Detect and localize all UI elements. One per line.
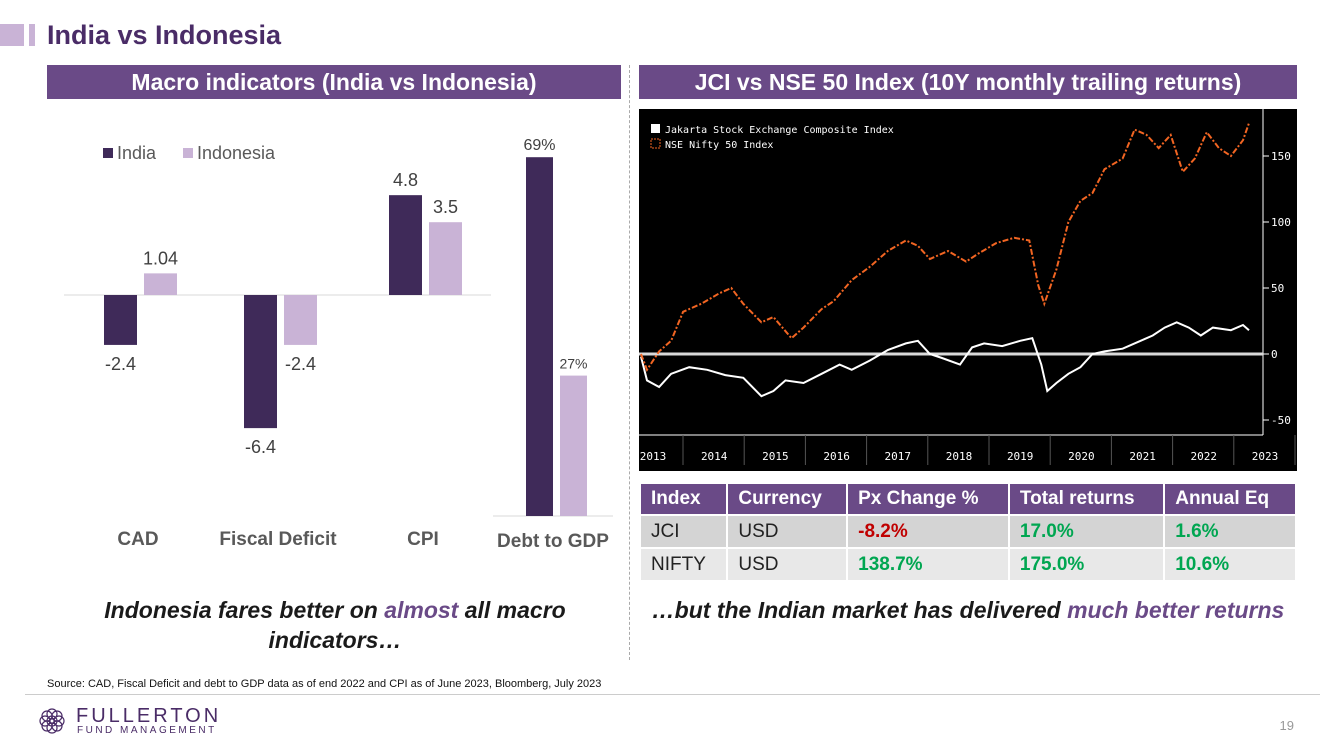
table-cell: -8.2% — [846, 514, 1010, 549]
legend-label: Indonesia — [197, 143, 276, 163]
x-tick-label: 2018 — [946, 450, 973, 463]
caption-text: all macro indicators… — [268, 597, 566, 653]
category-label: CPI — [407, 529, 439, 550]
table-header-cell: Annual Eq — [1163, 482, 1297, 516]
table-cell: USD — [726, 514, 849, 549]
bar-indonesia — [560, 375, 587, 516]
legend-swatch — [183, 148, 193, 158]
title-accent-bar — [0, 24, 24, 46]
table-header-cell: Index — [638, 482, 729, 516]
legend-swatch — [103, 148, 113, 158]
category-label: Fiscal Deficit — [219, 529, 337, 550]
index-panel-header: JCI vs NSE 50 Index (10Y monthly trailin… — [639, 65, 1297, 99]
data-label: -2.4 — [285, 354, 316, 374]
y-tick-label: 150 — [1271, 150, 1291, 163]
data-label: 27% — [559, 356, 587, 372]
table-header-cell: Total returns — [1007, 482, 1166, 516]
index-line-chart: 150 100 50 0 -50 2013 2014 2015 2016 2017 2018 2019… — [639, 109, 1297, 471]
x-tick-label: 2016 — [823, 450, 850, 463]
bar-india — [104, 295, 137, 345]
page-title: India vs Indonesia — [47, 20, 282, 50]
legend-label: India — [117, 143, 157, 163]
source-note: Source: CAD, Fiscal Deficit and debt to … — [47, 678, 602, 690]
x-tick-label: 2023 — [1252, 450, 1279, 463]
fullerton-logo-icon — [39, 708, 65, 734]
y-tick-label: -50 — [1271, 414, 1291, 427]
table-cell: USD — [726, 547, 849, 582]
bar-india — [244, 295, 277, 429]
legend-label: Jakarta Stock Exchange Composite Index — [665, 125, 894, 136]
chart-background — [639, 109, 1297, 471]
y-tick-label: 50 — [1271, 282, 1284, 295]
table-cell: 10.6% — [1163, 547, 1297, 582]
table-header-row: Index Currency Px Change % Total returns… — [638, 482, 1297, 516]
macro-caption: Indonesia fares better on almost all mac… — [55, 595, 615, 655]
y-tick-label: 0 — [1271, 348, 1278, 361]
y-tick-label: 100 — [1271, 216, 1291, 229]
caption-text: Indonesia fares better on — [104, 597, 385, 623]
jci-series-line — [640, 321, 1250, 398]
bar-indonesia — [429, 222, 462, 295]
x-tick-label: 2014 — [701, 450, 728, 463]
returns-caption: …but the Indian market has delivered muc… — [640, 595, 1296, 625]
macro-panel-header: Macro indicators (India vs Indonesia) — [47, 65, 621, 99]
bar-india — [389, 195, 422, 295]
footer-divider — [25, 694, 1320, 695]
legend-label: NSE Nifty 50 Index — [665, 140, 773, 151]
table-cell: NIFTY — [638, 547, 729, 582]
data-label: 69% — [523, 137, 555, 154]
nifty-series-line — [640, 122, 1250, 372]
data-label: 3.5 — [433, 197, 458, 217]
table-cell: 175.0% — [1007, 547, 1166, 582]
returns-table: Index Currency Px Change % Total returns… — [638, 482, 1297, 582]
table-header-cell: Currency — [726, 482, 849, 516]
data-label: -2.4 — [105, 354, 136, 374]
x-tick-label: 2015 — [762, 450, 789, 463]
x-tick-label: 2019 — [1007, 450, 1033, 463]
title-accent-bar-thin — [29, 24, 35, 46]
x-tick-label: 2013 — [640, 450, 667, 463]
category-label: CAD — [117, 529, 158, 550]
brand-subtitle: FUND MANAGEMENT — [77, 725, 217, 736]
bar-indonesia — [284, 295, 317, 345]
data-label: 4.8 — [393, 170, 418, 190]
table-cell: JCI — [638, 514, 729, 549]
caption-highlight: much better returns — [1067, 597, 1285, 623]
bar-indonesia — [144, 273, 177, 295]
data-label: 1.04 — [143, 248, 178, 268]
data-label: -6.4 — [245, 437, 276, 457]
category-label: Debt to GDP — [497, 531, 609, 552]
table-header-cell: Px Change % — [846, 482, 1010, 516]
table-cell: 138.7% — [846, 547, 1010, 582]
panel-divider — [629, 65, 630, 660]
x-tick-label: 2021 — [1129, 450, 1156, 463]
x-tick-label: 2020 — [1068, 450, 1095, 463]
page-number: 19 — [1279, 718, 1294, 733]
x-tick-label: 2017 — [885, 450, 912, 463]
caption-highlight: almost — [384, 597, 459, 623]
caption-text: …but the Indian market has delivered — [651, 597, 1068, 623]
bar-india — [526, 157, 553, 516]
table-cell: 1.6% — [1163, 514, 1297, 549]
table-row: NIFTY USD 138.7% 175.0% 10.6% — [638, 547, 1297, 582]
table-cell: 17.0% — [1007, 514, 1166, 549]
macro-bar-chart: -2.4 1.04 CAD -6.4 -2.4 Fiscal Deficit 4.8 3.5 C… — [64, 137, 613, 552]
table-row: JCI USD -8.2% 17.0% 1.6% — [638, 514, 1297, 549]
legend-swatch — [651, 124, 660, 133]
x-tick-label: 2022 — [1191, 450, 1218, 463]
brand-name: FULLERTON — [76, 705, 222, 727]
legend-swatch — [650, 138, 661, 149]
legend-box — [647, 121, 889, 151]
